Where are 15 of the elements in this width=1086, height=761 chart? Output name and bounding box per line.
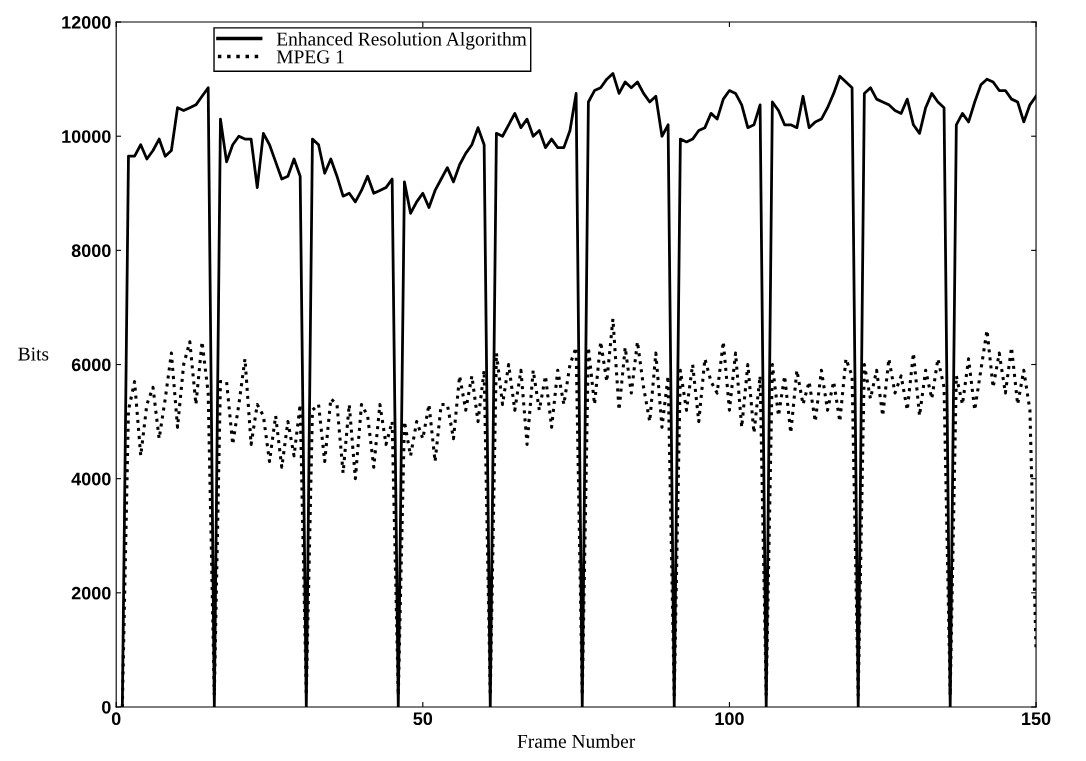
x-tick-label: 100 — [715, 712, 744, 726]
x-tick-label: 50 — [413, 712, 433, 726]
x-tick-label: 0 — [111, 712, 121, 726]
x-axis-title: Frame Number — [517, 734, 636, 748]
x-tick-label: 150 — [1022, 712, 1051, 726]
legend-label: MPEG 1 — [276, 50, 344, 64]
y-tick-label: 10000 — [62, 130, 111, 143]
y-tick-label: 12000 — [62, 16, 111, 29]
y-tick-label: 0 — [102, 700, 111, 714]
y-tick-label: 4000 — [71, 472, 111, 486]
y-tick-label: 8000 — [71, 244, 111, 258]
y-axis-title: Bits — [18, 347, 49, 361]
legend-label: Enhanced Resolution Algorithm — [276, 31, 527, 50]
y-tick-label: 6000 — [71, 358, 111, 372]
y-tick-label: 2000 — [71, 586, 111, 600]
